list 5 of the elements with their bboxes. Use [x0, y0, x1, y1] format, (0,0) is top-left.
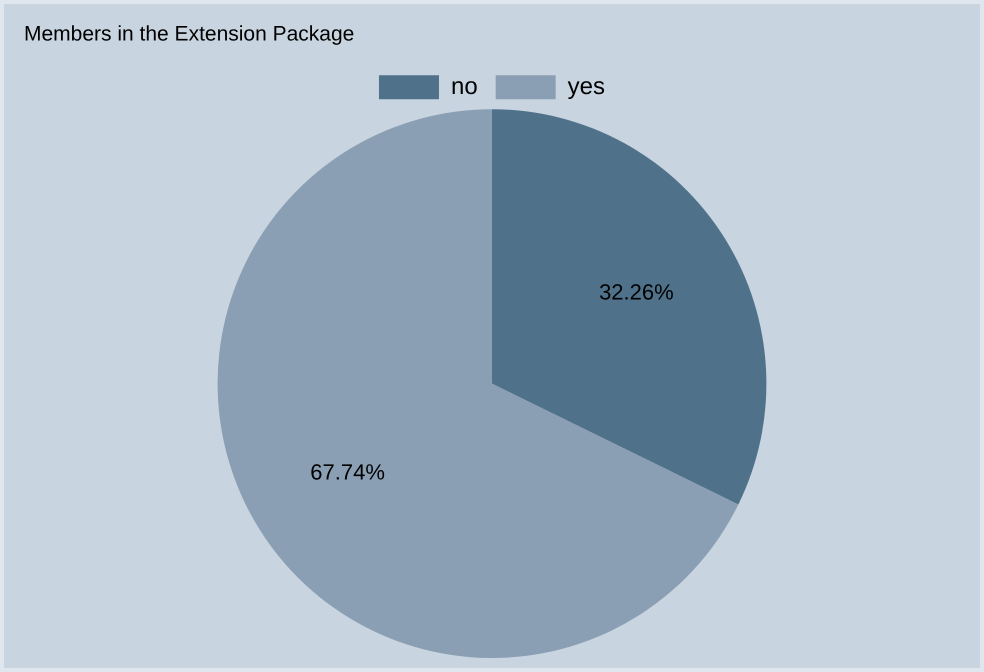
data-label: 32.26%: [599, 280, 674, 305]
chart-title: Members in the Extension Package: [24, 22, 354, 46]
legend-label: no: [450, 72, 478, 100]
data-label: 67.74%: [310, 460, 385, 485]
legend-label: yes: [568, 72, 606, 100]
